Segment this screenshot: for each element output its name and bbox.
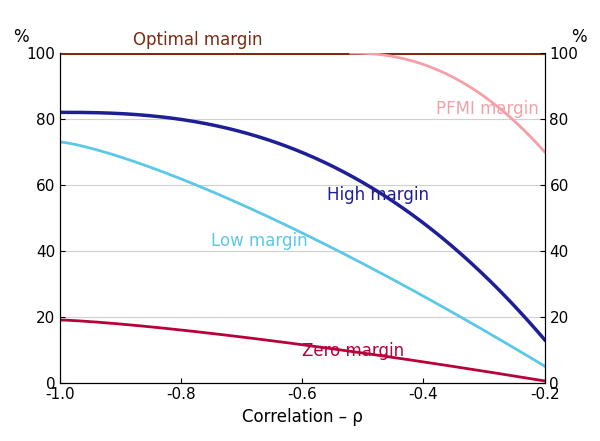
Text: PFMI margin: PFMI margin bbox=[436, 100, 538, 118]
X-axis label: Correlation – ρ: Correlation – ρ bbox=[242, 408, 363, 426]
Text: %: % bbox=[571, 28, 586, 46]
Text: %: % bbox=[13, 28, 29, 46]
Text: Zero margin: Zero margin bbox=[302, 342, 404, 360]
Text: High margin: High margin bbox=[326, 186, 428, 204]
Text: Optimal margin: Optimal margin bbox=[133, 31, 262, 49]
Text: Low margin: Low margin bbox=[211, 232, 308, 250]
